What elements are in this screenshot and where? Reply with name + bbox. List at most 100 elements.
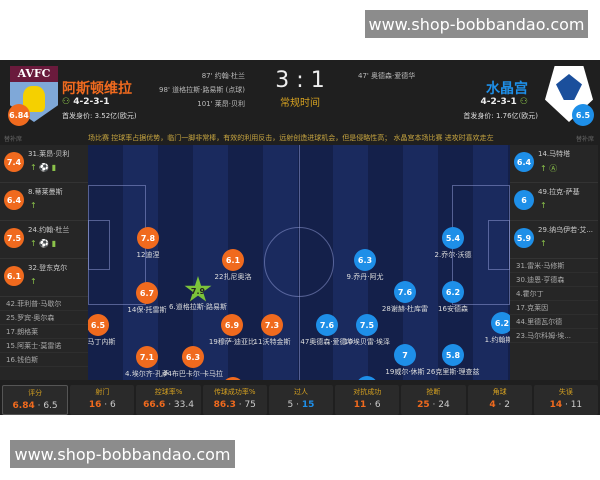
player-event-icons: ↑ ⚽ ▮ <box>30 239 57 248</box>
stat-8[interactable]: 失误 14 · 11 <box>533 385 598 415</box>
away-stat-value: 15 <box>301 400 315 410</box>
away-stat-value: 75 <box>244 400 256 410</box>
substitute-player[interactable]: 6.1 32.登东克尔 ↑ <box>0 259 88 297</box>
away-stat-value: 2 <box>504 400 510 410</box>
player-name: 26克里斯·理查兹 <box>426 368 480 376</box>
reserve-player[interactable]: 42.菲利普·马歇尔 <box>0 297 88 311</box>
reserve-player[interactable]: 31.雷米·马修斯 <box>510 259 598 273</box>
player-rating: 7.5 <box>4 228 24 248</box>
home-stat-value: 66.6 <box>143 400 166 410</box>
player-rating: 7.1 <box>136 346 158 368</box>
player-name: 2.乔尔·沃德 <box>434 251 472 259</box>
stat-1[interactable]: 射门 16 · 6 <box>70 385 135 415</box>
stat-values: 6.84 · 6.5 <box>3 401 67 411</box>
stat-4[interactable]: 过人 5 · 15 <box>268 385 334 415</box>
substitute-player[interactable]: 5.9 29.纳乌伊若·艾... ↑ <box>510 221 598 259</box>
center-circle <box>264 227 334 297</box>
player-name: 10埃贝雷·埃泽 <box>343 338 391 346</box>
player-rating: 6.2 <box>442 281 464 303</box>
stat-6[interactable]: 抢断 25 · 24 <box>401 385 466 415</box>
stat-separator: · <box>429 400 439 410</box>
player-name: 49.拉克-萨基 <box>538 188 580 196</box>
home-team-rating: 6.84 <box>8 104 30 126</box>
home-stat-value: 11 <box>353 400 367 410</box>
player-name: 29.纳乌伊若·艾... <box>538 226 594 234</box>
goal-item: 87' 约翰·杜兰 <box>201 72 245 80</box>
reserve-player[interactable]: 44.里德瓦尔德 <box>510 315 598 329</box>
player-event-icons: ↑ <box>30 277 37 286</box>
away-team-name[interactable]: 水晶宫 <box>486 81 528 97</box>
home-stat-value: 6.84 <box>12 401 35 411</box>
match-summary: 场比赛 控球率占据优势，临门一脚非常棒，有效的利用反击，远射创造进球机会，但是侵… <box>88 134 494 142</box>
player-name: 8.蒂莱曼斯 <box>28 188 63 196</box>
player-name: 16安德森 <box>438 305 468 313</box>
player-rating: 7.6 <box>394 281 416 303</box>
stat-values: 4 · 2 <box>468 400 532 410</box>
reserve-player[interactable]: 16.钱伯斯 <box>0 353 88 367</box>
stat-label: 抢断 <box>426 388 441 396</box>
player-rating: 6.7 <box>136 282 158 304</box>
reserve-player[interactable]: 30.迪恩·亨德森 <box>510 273 598 287</box>
player-rating: 6.3 <box>182 346 204 368</box>
away-stat-value: 6 <box>374 400 381 410</box>
player-name: 1.马丁内斯 <box>88 338 116 346</box>
stat-separator: · <box>562 400 571 410</box>
stat-label: 射门 <box>95 388 110 396</box>
player-rating: 7.6 <box>316 314 338 336</box>
stat-values: 11 · 6 <box>335 400 399 410</box>
away-bench-label: 替补席 <box>575 136 594 143</box>
stat-5[interactable]: 对抗成功 11 · 6 <box>335 385 400 415</box>
goal-item: 101' 莱昂·贝利 <box>197 100 245 108</box>
stat-separator: · <box>165 400 174 410</box>
reserve-player[interactable]: 17.朗格莱 <box>0 325 88 339</box>
stat-0[interactable]: 评分 6.84 · 6.5 <box>2 385 69 415</box>
home-bench-label: 替补席 <box>4 136 23 143</box>
player-rating: 5.9 <box>514 228 534 248</box>
substitute-player[interactable]: 7.5 24.约翰·杜兰 ↑ ⚽ ▮ <box>0 221 88 259</box>
player-rating: 6.1 <box>222 249 244 271</box>
substitute-player[interactable]: 7.4 31.莱昂·贝利 ↑ ⚽ ▮ <box>0 145 88 183</box>
match-header: AVFC 6.84 阿斯顿维拉 ⚇ 4-2-3-1 首发身价: 3.52亿(欧元… <box>0 60 600 128</box>
pitch: 7.8 12迪涅 6.1 22扎尼奥洛 7.9 6.道格拉斯·路易斯 6.7 14保·托雷斯 6… <box>88 145 510 380</box>
stat-separator: · <box>101 400 111 410</box>
watermark-top: www.shop-bobbandao.com <box>365 10 588 38</box>
pitch-stripe <box>403 145 438 380</box>
player-event-icons: ↑ Ⓐ <box>540 164 558 173</box>
substitute-player[interactable]: 6.4 14.马特塔 ↑ Ⓐ <box>510 145 598 183</box>
home-stat-value: 4 <box>489 400 496 410</box>
player-rating: 6.6 <box>356 376 378 380</box>
home-stat-value: 25 <box>417 400 430 410</box>
home-team-name[interactable]: 阿斯顿维拉 <box>62 81 132 97</box>
stat-2[interactable]: 控球率% 66.6 · 33.4 <box>136 385 201 415</box>
stat-3[interactable]: 传球成功率% 86.3 · 75 <box>202 385 267 415</box>
player-name: 1.约翰斯通 <box>484 336 510 344</box>
home-stat-value: 14 <box>549 400 563 410</box>
reserve-player[interactable]: 17.克莱因 <box>510 301 598 315</box>
player-rating: 5.8 <box>442 344 464 366</box>
stat-7[interactable]: 角球 4 · 2 <box>467 385 532 415</box>
home-bench-list: 7.4 31.莱昂·贝利 ↑ ⚽ ▮ 6.4 8.蒂莱曼斯 ↑ 7.5 24.约翰·杜兰 ↑ ⚽… <box>0 145 88 380</box>
pitch-stripe <box>473 145 508 380</box>
player-name: 22扎尼奥洛 <box>214 273 252 281</box>
stat-label: 传球成功率% <box>213 388 256 396</box>
player-rating: 6.1 <box>4 266 24 286</box>
player-event-icons: ↑ <box>30 201 37 210</box>
stat-separator: · <box>495 400 505 410</box>
player-rating: 7 <box>394 344 416 366</box>
reserve-player[interactable]: 23.马尔科姆·埃... <box>510 329 598 343</box>
home-formation: 4-2-3-1 <box>73 97 110 107</box>
pitch-stripe <box>123 145 158 380</box>
player-rating: 6.4 <box>514 152 534 172</box>
player-name: 9.乔丹·阿尤 <box>346 273 384 281</box>
substitute-player[interactable]: 6.4 8.蒂莱曼斯 ↑ <box>0 183 88 221</box>
reserve-player[interactable]: 4.霍尔丁 <box>510 287 598 301</box>
away-value: 首发身价: 1.76亿(欧元) <box>463 112 538 120</box>
substitute-player[interactable]: 6 49.拉克-萨基 ↑ <box>510 183 598 221</box>
reserve-player[interactable]: 25.罗宾·奥尔森 <box>0 311 88 325</box>
player-rating: 7.5 <box>356 314 378 336</box>
home-stat-value: 5 <box>287 400 294 410</box>
reserve-player[interactable]: 15.阿莱士·莫雷诺 <box>0 339 88 353</box>
player-name: 6.道格拉斯·路易斯 <box>169 303 227 311</box>
player-rating: 6.3 <box>354 249 376 271</box>
player-name: 14.马特塔 <box>538 150 571 158</box>
